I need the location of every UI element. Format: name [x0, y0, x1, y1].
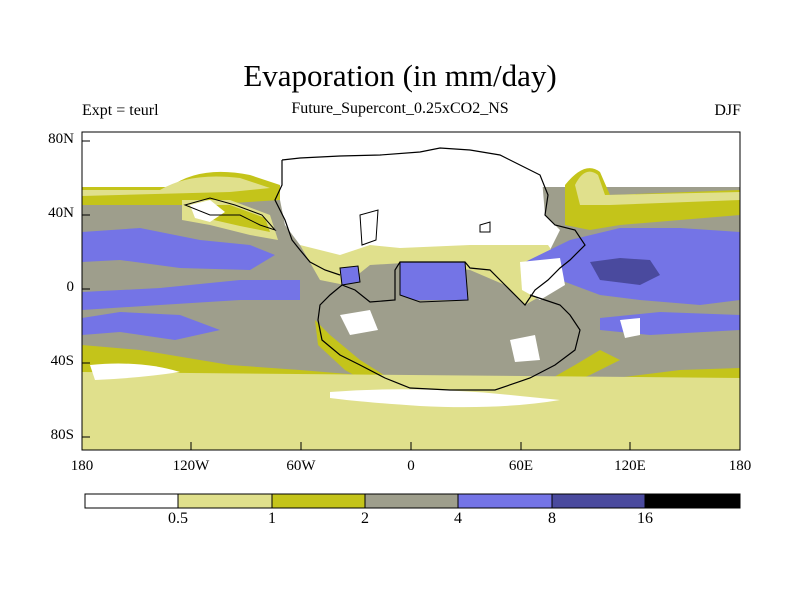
lat-tick-label: 80N	[48, 131, 74, 147]
field-white-patch-se	[510, 335, 540, 362]
field-blue-ne	[680, 232, 740, 250]
evaporation-field	[82, 132, 740, 450]
colorbar-label: 1	[268, 510, 276, 527]
colorbar-box	[458, 494, 552, 508]
field-darkblue-east	[590, 258, 660, 285]
lat-tick-label: 0	[66, 279, 75, 295]
lon-tick-label: 180	[728, 458, 752, 474]
colorbar-box	[552, 494, 645, 508]
small-island-outline	[479, 221, 491, 233]
lake-outline	[399, 261, 469, 303]
map-title: Evaporation (in mm/day)	[243, 58, 557, 93]
island-outline	[359, 209, 379, 246]
lon-tick-label: 60E	[508, 458, 534, 474]
lon-tick-label: 180	[70, 458, 94, 474]
colorbar-label: 4	[454, 510, 462, 527]
colorbar-label: 2	[361, 510, 369, 527]
field-white-island	[360, 210, 378, 245]
field-blue-s-west	[82, 312, 220, 340]
field-white-patch-e	[520, 258, 565, 300]
lat-tick-label: 40N	[48, 205, 74, 221]
field-white-continent	[280, 155, 560, 265]
lon-tick-label: 120E	[614, 458, 646, 474]
lon-tick-label: 0	[407, 458, 415, 474]
experiment-label: Expt = teurl	[82, 102, 159, 119]
colorbar-box	[178, 494, 272, 508]
field-blue-small-lake	[340, 266, 360, 285]
colorbar-box	[272, 494, 365, 508]
lat-tick-label: 80S	[50, 427, 74, 443]
lon-tick-label: 60W	[286, 458, 316, 474]
colorbar-box	[85, 494, 178, 508]
field-white-s-arc	[330, 389, 560, 408]
lon-tick-label: 120W	[172, 458, 210, 474]
field-gray-south-land	[320, 300, 575, 390]
field-pale-n-pacific	[82, 176, 270, 196]
season-label: DJF	[714, 102, 741, 119]
lat-tick-label: 40S	[50, 353, 74, 369]
gulf-outline	[183, 197, 277, 232]
colorbar-label: 0.5	[168, 510, 188, 527]
small-lake-outline	[339, 265, 361, 286]
colorbar-box	[365, 494, 458, 508]
colorbar-label: 16	[637, 510, 653, 527]
field-white-gulf-island	[190, 200, 225, 222]
field-pale-n-east	[575, 171, 740, 205]
field-white-sw	[90, 363, 180, 380]
field-pale-s-polar	[82, 415, 740, 450]
field-white-patch-far-e	[620, 318, 640, 338]
field-white-patch-sw	[340, 310, 378, 335]
colorbar-box	[645, 494, 740, 508]
colorbar	[84, 493, 741, 509]
map-subtitle: Future_Supercont_0.25xCO2_NS	[291, 100, 509, 117]
field-blue-trop-west	[82, 280, 300, 310]
colorbar-label: 8	[548, 510, 556, 527]
field-blue-lake	[400, 262, 468, 302]
field-blue-w-pacific	[82, 228, 275, 270]
axis-ticks	[81, 140, 741, 450]
field-pale-fringe	[300, 245, 560, 305]
